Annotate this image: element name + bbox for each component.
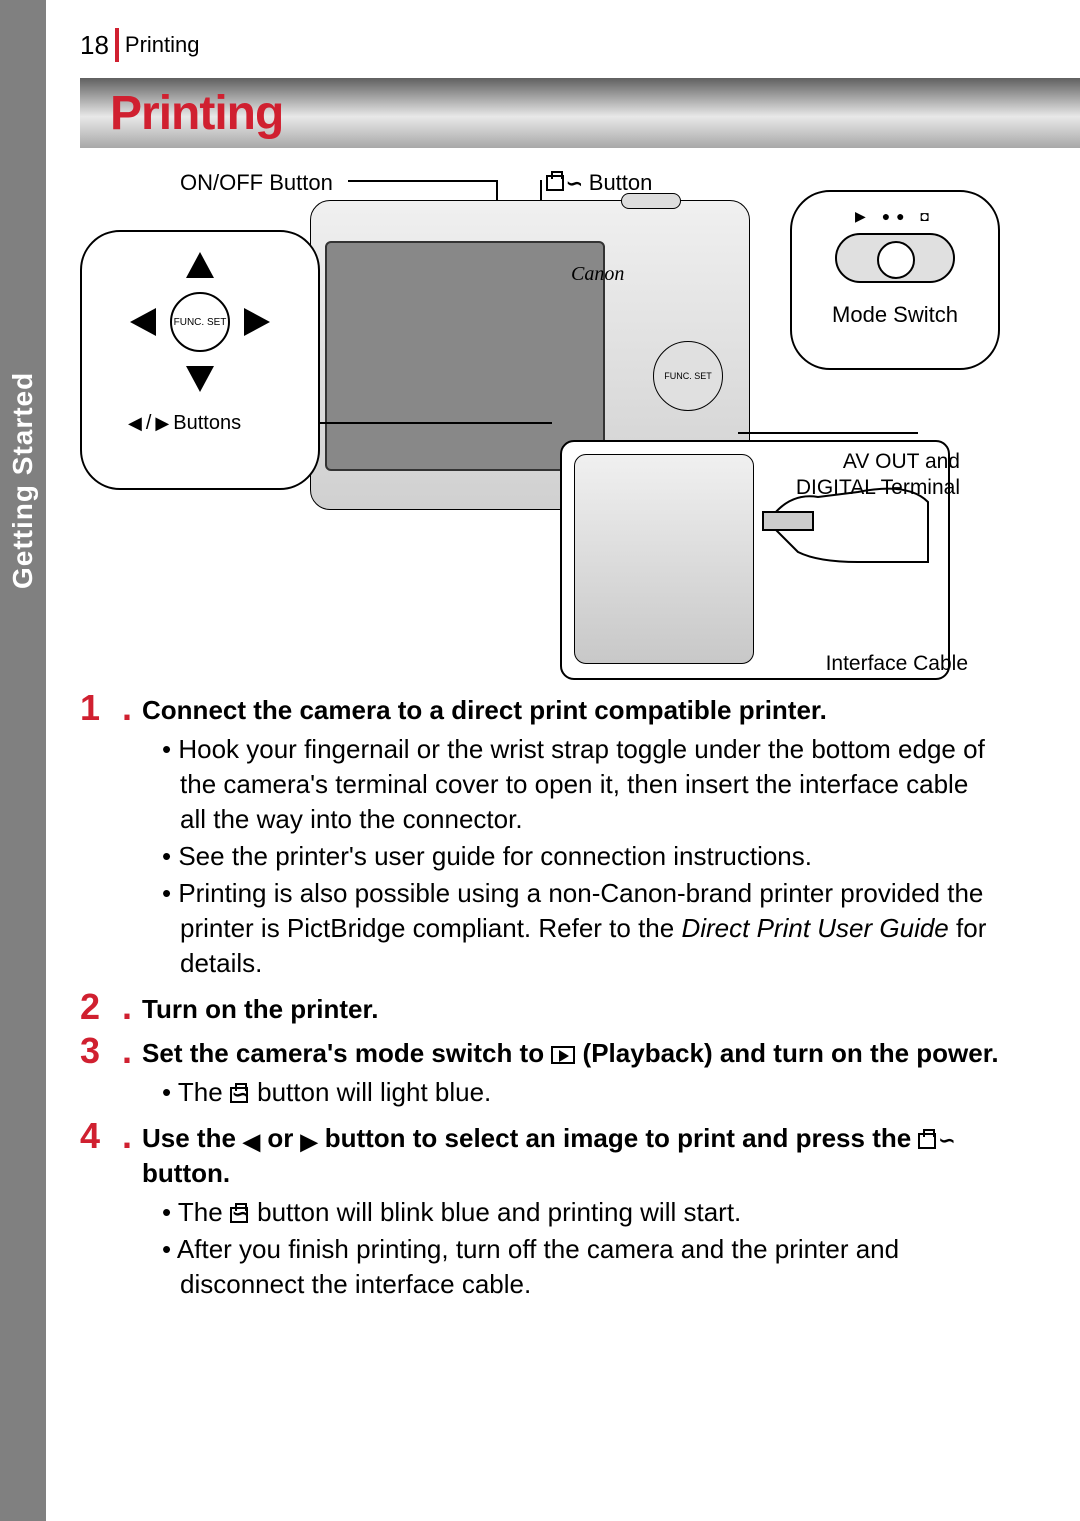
leader-line [738, 432, 918, 434]
step-title: Connect the camera to a direct print com… [142, 694, 1000, 728]
steps-content: 1. Connect the camera to a direct print … [80, 690, 1000, 1310]
step-dot: . [122, 1033, 132, 1112]
header-divider [115, 28, 119, 62]
camera-brand: Canon [571, 263, 624, 286]
side-tab-bar [0, 0, 46, 1521]
arrow-right-icon: ▶ [155, 413, 169, 434]
step-body: Use the ◀ or ▶ button to select an image… [142, 1118, 1000, 1304]
bullet-item: The ∽ button will blink blue and printin… [162, 1195, 1000, 1230]
bullet-item: See the printer's user guide for connect… [162, 839, 1000, 874]
print-share-icon: ∽ [918, 1128, 955, 1154]
bullet-item: The ∽ button will light blue. [162, 1075, 1000, 1110]
mode-switch-inset: ▶ ●● ◘ Mode Switch [790, 190, 1000, 370]
playback-icon [551, 1046, 575, 1064]
step-1: 1. Connect the camera to a direct print … [80, 690, 1000, 983]
step-bullets: Hook your fingernail or the wrist strap … [142, 732, 1000, 982]
mode-switch-knob [877, 241, 915, 279]
camera-screen [325, 241, 605, 471]
step-body: Connect the camera to a direct print com… [142, 690, 1000, 983]
step-dot: . [122, 690, 132, 983]
bullet-item: Printing is also possible using a non-Ca… [162, 876, 1000, 981]
step-dot: . [122, 989, 132, 1027]
mode-switch-pill-icon [835, 233, 955, 283]
callout-digital-terminal: DIGITAL Terminal [796, 476, 960, 500]
section-title-band: Printing [80, 78, 1080, 148]
guide-reference: Direct Print User Guide [681, 913, 948, 943]
callout-buttons: ◀/▶ Buttons [128, 412, 241, 435]
callout-onoff: ON/OFF Button [180, 170, 333, 196]
small-camera-illustration [574, 454, 754, 664]
mode-switch-icons: ▶ ●● ◘ [792, 208, 998, 225]
section-title: Printing [110, 86, 283, 141]
step-number: 1 [80, 690, 118, 983]
page-header: 18 Printing [80, 28, 200, 62]
step-number: 2 [80, 989, 118, 1027]
camera-diagram: ON/OFF Button ∽ Button Canon FUNC. SET F… [80, 160, 1000, 680]
bullet-item: After you finish printing, turn off the … [162, 1232, 1000, 1302]
camera-shutter [621, 193, 681, 209]
step-number: 4 [80, 1118, 118, 1304]
dpad-right-icon [244, 308, 270, 336]
callout-mode-switch: Mode Switch [792, 302, 998, 328]
step-bullets: The ∽ button will blink blue and printin… [142, 1195, 1000, 1302]
arrow-left-icon: ◀ [128, 413, 142, 434]
dpad-center: FUNC. SET [170, 292, 230, 352]
page-number: 18 [80, 30, 109, 61]
arrow-left-icon: ◀ [243, 1128, 260, 1157]
camera-func-dial: FUNC. SET [653, 341, 723, 411]
leader-line [348, 180, 496, 182]
callout-buttons-text: Buttons [173, 412, 241, 435]
side-tab-label: Getting Started [0, 340, 46, 620]
step-dot: . [122, 1118, 132, 1304]
bullet-item: Hook your fingernail or the wrist strap … [162, 732, 1000, 837]
step-2: 2. Turn on the printer. [80, 989, 1000, 1027]
arrow-right-icon: ▶ [301, 1128, 318, 1157]
step-body: Turn on the printer. [142, 989, 1000, 1027]
step-3: 3. Set the camera's mode switch to (Play… [80, 1033, 1000, 1112]
step-body: Set the camera's mode switch to (Playbac… [142, 1033, 1000, 1112]
dpad-down-icon [186, 366, 214, 392]
print-share-icon: ∽ [546, 171, 583, 196]
step-title: Turn on the printer. [142, 993, 1000, 1027]
step-bullets: The ∽ button will light blue. [142, 1075, 1000, 1110]
step-number: 3 [80, 1033, 118, 1112]
step-title: Set the camera's mode switch to (Playbac… [142, 1037, 1000, 1071]
print-share-icon: ∽ [230, 1201, 250, 1228]
step-4: 4. Use the ◀ or ▶ button to select an im… [80, 1118, 1000, 1304]
dpad-inset: FUNC. SET ◀/▶ Buttons [80, 230, 320, 490]
leader-line [320, 422, 552, 424]
dpad-left-icon [130, 308, 156, 336]
callout-interface-cable: Interface Cable [826, 652, 968, 676]
dpad-icon: FUNC. SET [140, 262, 260, 382]
print-share-icon: ∽ [230, 1082, 250, 1109]
callout-av-out: AV OUT and [843, 450, 960, 474]
header-section-name: Printing [125, 32, 200, 58]
step-title: Use the ◀ or ▶ button to select an image… [142, 1122, 1000, 1190]
dpad-up-icon [186, 252, 214, 278]
